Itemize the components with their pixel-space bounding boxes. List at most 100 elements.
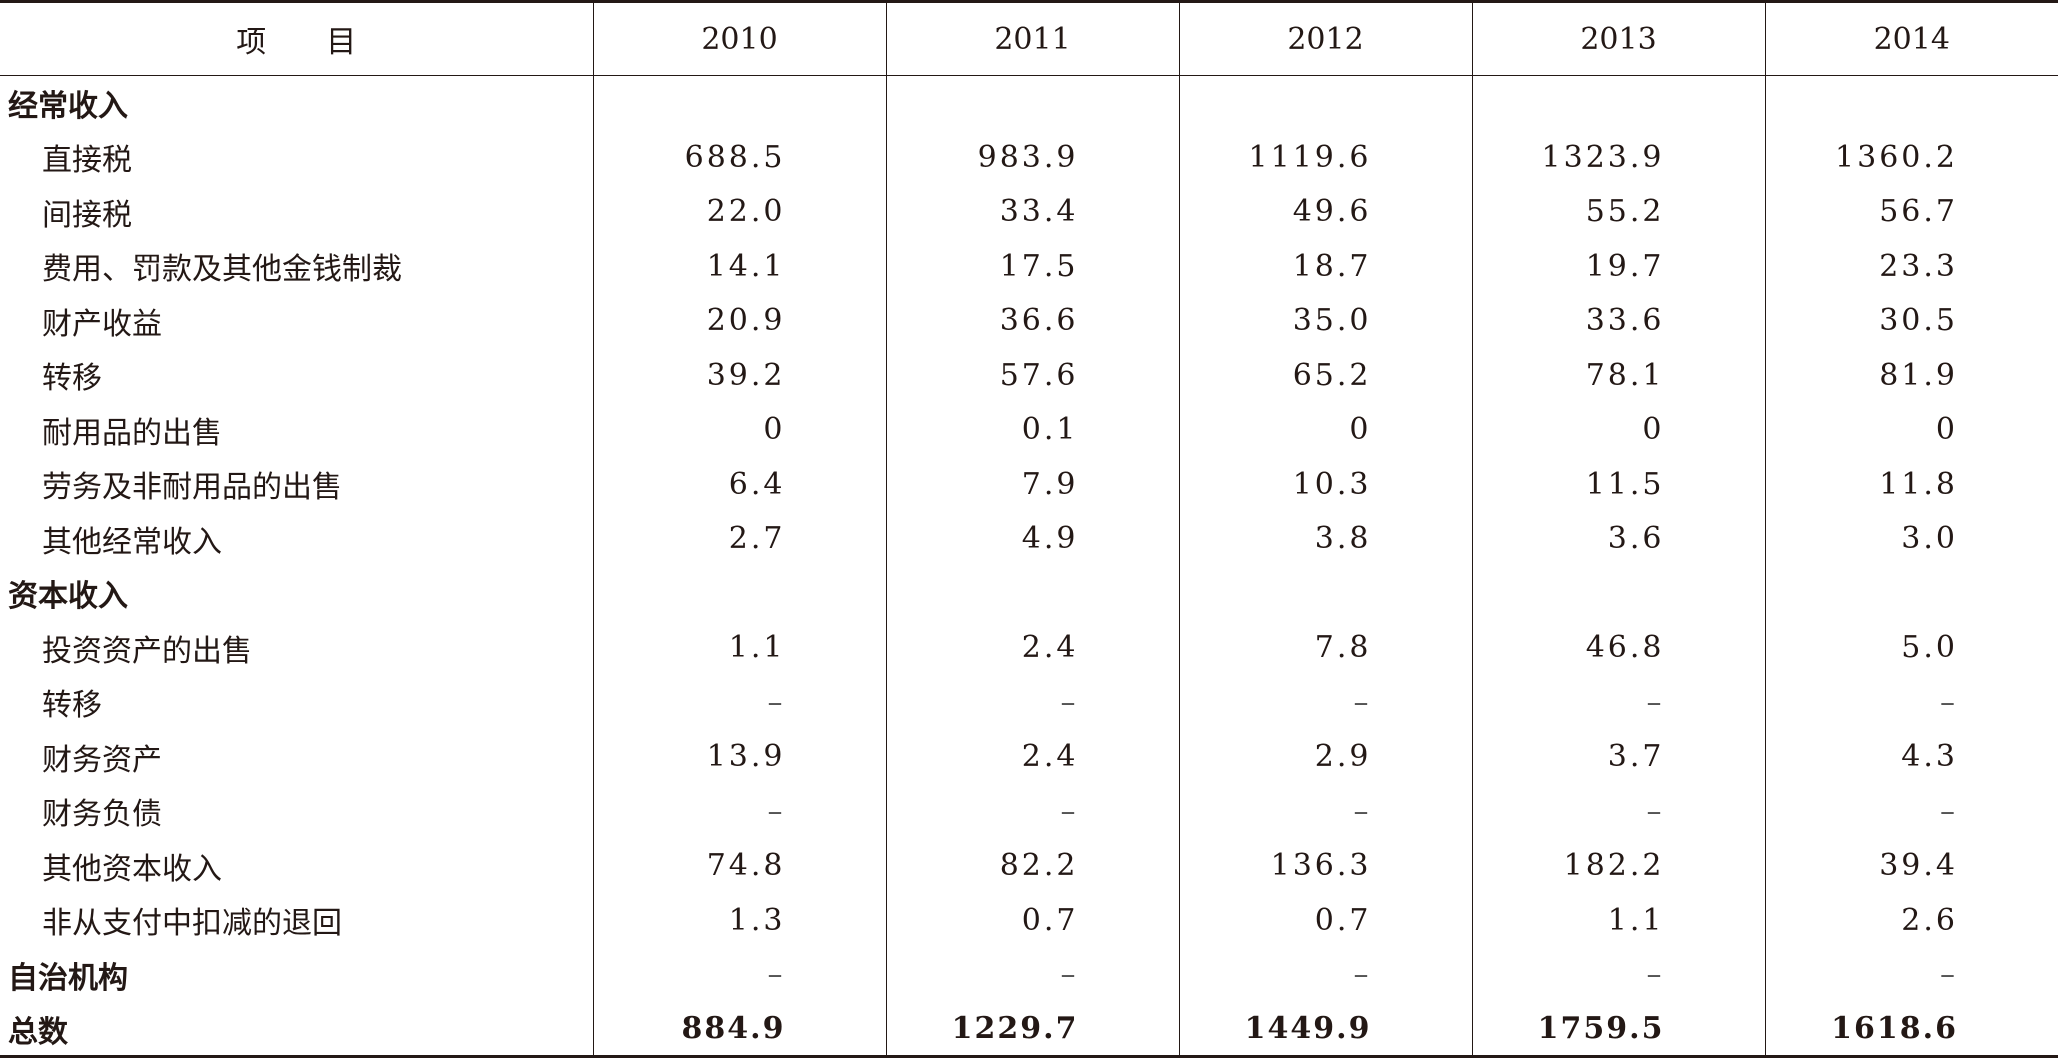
value-cell-2012: – (1178, 784, 1472, 839)
value-cell-2012: 18.7 (1178, 239, 1472, 294)
header-item: 项 目 (0, 0, 593, 76)
section-label: 经常收入 (8, 89, 128, 124)
table-row: 转移 – – – – – (0, 675, 2058, 730)
value-cell-2014: – (1764, 675, 2058, 730)
value-cell-2014: – (1764, 947, 2058, 1002)
value-cell-2011: 33.4 (885, 184, 1179, 239)
value-cell-2014: 81.9 (1764, 348, 2058, 403)
value-cell-2014: 4.3 (1764, 729, 2058, 784)
value-cell-2010 (592, 566, 886, 621)
row-label: 财产收益 (42, 306, 162, 342)
value-cell-2012: 0 (1178, 402, 1472, 457)
table-row: 自治机构 – – – – – (0, 947, 2058, 1002)
value-cell-2012: 65.2 (1178, 348, 1472, 403)
value-cell-2013: 0 (1471, 402, 1765, 457)
row-label: 间接税 (42, 197, 132, 233)
value-cell-2011: 4.9 (885, 511, 1179, 566)
value-cell-2014 (1764, 75, 2058, 130)
value-cell-2013: 11.5 (1471, 457, 1765, 512)
section-label: 自治机构 (8, 960, 128, 996)
header-item-label: 项 目 (236, 25, 357, 60)
value-cell-2011: – (885, 784, 1179, 839)
value-cell-2012: 10.3 (1178, 457, 1472, 512)
total-row: 总数 884.9 1229.7 1449.9 1759.5 1618.6 (0, 1002, 2058, 1058)
row-label: 投资资产的出售 (42, 633, 252, 669)
value-cell-2010: 2.7 (592, 511, 886, 566)
value-cell-2013: 1323.9 (1471, 130, 1765, 185)
table-header: 项 目 2010 2011 2012 2013 2014 (0, 0, 2058, 76)
value-cell-2013: 3.7 (1471, 729, 1765, 784)
value-cell-2010: 688.5 (592, 130, 886, 185)
table-row: 财务资产 13.9 2.4 2.9 3.7 4.3 (0, 729, 2058, 784)
value-cell-2011: 36.6 (885, 293, 1179, 348)
value-cell-2012 (1178, 566, 1472, 621)
value-cell-2010 (592, 75, 886, 130)
value-cell-2012: 136.3 (1178, 838, 1472, 893)
row-label: 转移 (42, 361, 102, 397)
header-year-2012: 2012 (1178, 0, 1472, 76)
value-cell-2012: 3.8 (1178, 511, 1472, 566)
value-cell-2014: 30.5 (1764, 293, 2058, 348)
row-label: 其他资本收入 (42, 851, 222, 887)
value-cell-2013: 182.2 (1471, 838, 1765, 893)
value-cell-2011 (885, 566, 1179, 621)
value-cell-2011: 983.9 (885, 130, 1179, 185)
value-cell-2013: 19.7 (1471, 239, 1765, 294)
table-row: 财务负债 – – – – – (0, 784, 2058, 839)
value-cell-2014: 56.7 (1764, 184, 2058, 239)
value-cell-2012: – (1178, 947, 1472, 1002)
table-row: 其他经常收入 2.7 4.9 3.8 3.6 3.0 (0, 511, 2058, 566)
value-cell-2010: 13.9 (592, 729, 886, 784)
table-row: 非从支付中扣减的退回 1.3 0.7 0.7 1.1 2.6 (0, 893, 2058, 948)
value-cell-2011 (885, 75, 1179, 130)
row-label: 非从支付中扣减的退回 (42, 906, 342, 942)
row-label: 费用、罚款及其他金钱制裁 (42, 252, 402, 288)
value-cell-2013 (1471, 75, 1765, 130)
table-row: 转移 39.2 57.6 65.2 78.1 81.9 (0, 348, 2058, 403)
header-year-2014: 2014 (1764, 0, 2058, 76)
value-cell-2014: 11.8 (1764, 457, 2058, 512)
value-cell-2013 (1471, 566, 1765, 621)
value-cell-2014: 39.4 (1764, 838, 2058, 893)
value-cell-2011: 0.7 (885, 893, 1179, 948)
value-cell-2014: 1618.6 (1764, 1002, 2058, 1058)
value-cell-2011: 1229.7 (885, 1002, 1179, 1058)
value-cell-2010: 0 (592, 402, 886, 457)
value-cell-2010: 6.4 (592, 457, 886, 512)
value-cell-2010: 39.2 (592, 348, 886, 403)
table-row: 耐用品的出售 0 0.1 0 0 0 (0, 402, 2058, 457)
value-cell-2013: 1759.5 (1471, 1002, 1765, 1058)
row-label: 其他经常收入 (42, 524, 222, 560)
row-label: 财务负债 (42, 797, 162, 833)
value-cell-2012 (1178, 75, 1472, 130)
table-row: 费用、罚款及其他金钱制裁 14.1 17.5 18.7 19.7 23.3 (0, 239, 2058, 294)
table-row: 财产收益 20.9 36.6 35.0 33.6 30.5 (0, 293, 2058, 348)
value-cell-2010: 74.8 (592, 838, 886, 893)
value-cell-2010: 884.9 (592, 1002, 886, 1058)
value-cell-2012: 0.7 (1178, 893, 1472, 948)
value-cell-2010: 1.3 (592, 893, 886, 948)
value-cell-2014: 2.6 (1764, 893, 2058, 948)
value-cell-2012: 2.9 (1178, 729, 1472, 784)
value-cell-2010: – (592, 675, 886, 730)
value-cell-2014 (1764, 566, 2058, 621)
header-row: 项 目 2010 2011 2012 2013 2014 (0, 0, 2058, 76)
value-cell-2014: 3.0 (1764, 511, 2058, 566)
header-year-2011: 2011 (885, 0, 1179, 76)
value-cell-2014: 0 (1764, 402, 2058, 457)
row-label: 财务资产 (42, 742, 162, 778)
header-year-2013: 2013 (1471, 0, 1765, 76)
table-row: 资本收入 (0, 566, 2058, 621)
value-cell-2010: 1.1 (592, 620, 886, 675)
value-cell-2012: 1119.6 (1178, 130, 1472, 185)
value-cell-2013: 46.8 (1471, 620, 1765, 675)
table-row: 间接税 22.0 33.4 49.6 55.2 56.7 (0, 184, 2058, 239)
value-cell-2010: 14.1 (592, 239, 886, 294)
value-cell-2013: 33.6 (1471, 293, 1765, 348)
table-row: 劳务及非耐用品的出售 6.4 7.9 10.3 11.5 11.8 (0, 457, 2058, 512)
value-cell-2011: 17.5 (885, 239, 1179, 294)
header-year-2010: 2010 (592, 0, 886, 76)
value-cell-2010: – (592, 784, 886, 839)
